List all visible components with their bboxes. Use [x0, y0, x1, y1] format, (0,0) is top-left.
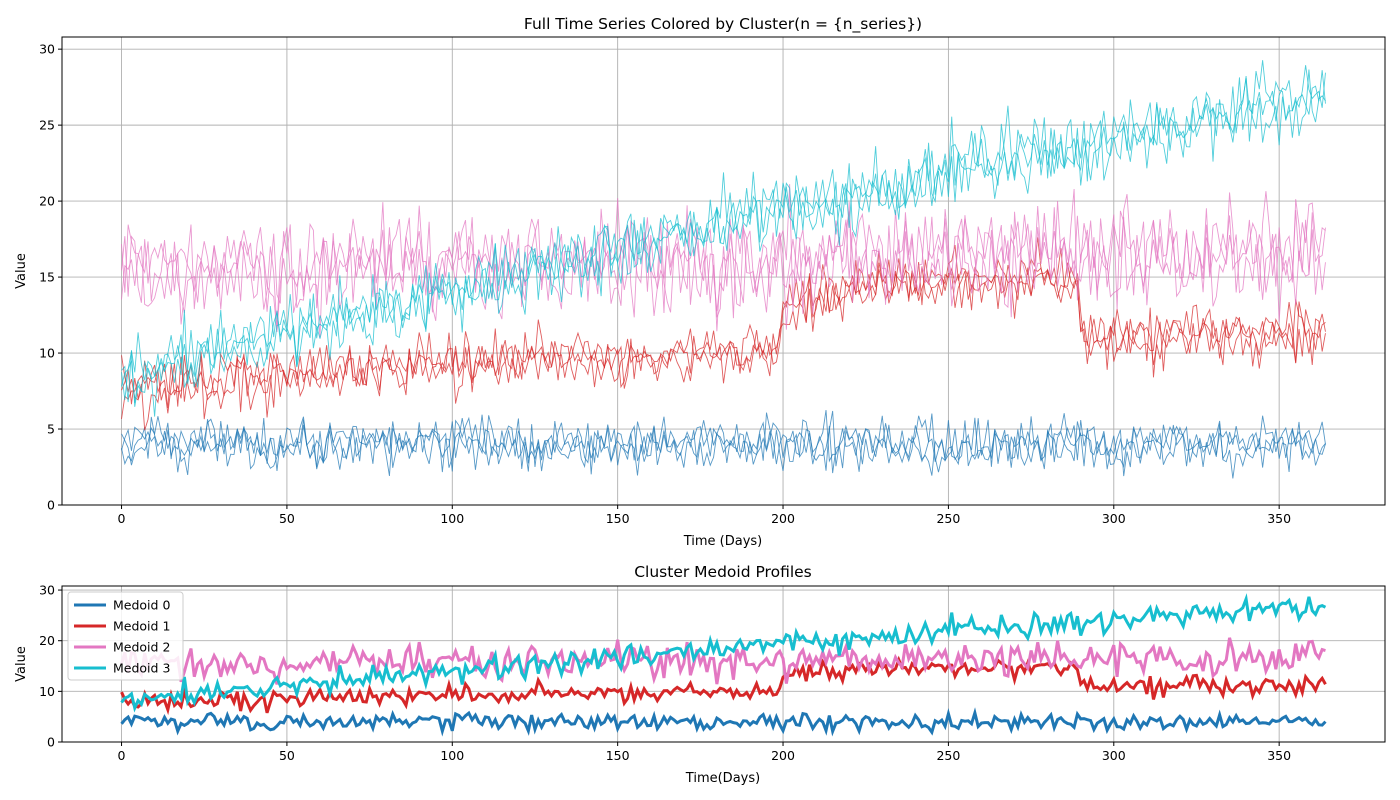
cluster-1-series-2: [121, 251, 1326, 431]
series-lines-top: [121, 60, 1326, 479]
axes-bottom: 0 50 100 150 200 250 300 350 0 10 20 30: [39, 583, 1386, 763]
top-y-tick-label-30: 30: [39, 42, 55, 57]
medoid-3-line: [120, 593, 1327, 713]
bottom-y-tick-label-20: 20: [39, 633, 55, 648]
bottom-x-tick-label-50: 50: [279, 748, 295, 763]
cluster-0-series-2: [121, 410, 1326, 479]
bottom-x-tick-label-150: 150: [606, 748, 630, 763]
bottom-y-tick-label-10: 10: [39, 684, 55, 699]
bottom-x-tick-label-300: 300: [1102, 748, 1126, 763]
top-x-tick-label-350: 350: [1267, 511, 1291, 526]
legend-label-medoid-2: Medoid 2: [113, 640, 170, 655]
cluster-3-series-2: [121, 70, 1326, 403]
bottom-plot-frame: [61, 585, 1386, 743]
medoid-lines: [120, 593, 1327, 737]
top-x-tick-label-300: 300: [1102, 511, 1126, 526]
legend: Medoid 0 Medoid 1 Medoid 2 Medoid 3: [67, 591, 184, 681]
bottom-chart-title: Cluster Medoid Profiles: [634, 563, 812, 581]
bottom-y-tick-label-0: 0: [47, 735, 55, 750]
top-y-tick-label-0: 0: [47, 498, 55, 513]
top-x-tick-label-0: 0: [118, 511, 126, 526]
bottom-y-tick-label-30: 30: [39, 583, 55, 598]
legend-label-medoid-3: Medoid 3: [113, 661, 170, 676]
bottom-x-tick-label-200: 200: [771, 748, 795, 763]
medoid-2-line: [120, 637, 1326, 685]
legend-label-medoid-1: Medoid 1: [113, 619, 170, 634]
top-plot-frame: [61, 36, 1386, 506]
cluster-0-series-0: [121, 416, 1326, 476]
cluster-1-series-1: [121, 237, 1326, 420]
cluster-3-series-1: [121, 60, 1326, 417]
bottom-x-tick-label-350: 350: [1267, 748, 1291, 763]
legend-label-medoid-0: Medoid 0: [113, 598, 170, 613]
medoid-0-line: [120, 707, 1327, 737]
top-y-tick-label-25: 25: [39, 118, 55, 133]
top-x-tick-label-100: 100: [440, 511, 464, 526]
cluster-2-series-1: [121, 207, 1326, 323]
cluster-2-series-2: [121, 184, 1326, 339]
bottom-x-tick-label-250: 250: [936, 748, 960, 763]
top-y-tick-label-10: 10: [39, 346, 55, 361]
top-chart-title: Full Time Series Colored by Cluster(n = …: [524, 15, 922, 34]
top-y-tick-label-15: 15: [39, 270, 55, 285]
top-x-tick-label-50: 50: [279, 511, 295, 526]
bottom-x-tick-label-0: 0: [118, 748, 126, 763]
top-y-tick-label-20: 20: [39, 194, 55, 209]
top-y-axis-label: Value: [14, 253, 29, 289]
top-x-axis-label: Time (Days): [683, 534, 763, 549]
top-y-tick-label-5: 5: [47, 422, 55, 437]
bottom-x-axis-label: Time(Days): [685, 771, 760, 786]
legend-box: [67, 591, 184, 681]
full-series-panel: 0 50 100 150 200 250 300 350 0 5 10 15 20 25 30 Full T…: [14, 15, 1386, 549]
bottom-x-tick-label-100: 100: [440, 748, 464, 763]
cluster-0-series-1: [121, 410, 1326, 477]
axes-top: 0 50 100 150 200 250 300 350 0 5 10 15 20 25 30: [39, 36, 1386, 526]
bottom-y-axis-label: Value: [14, 646, 29, 682]
medoid-1-line: [120, 655, 1327, 716]
top-x-tick-label-150: 150: [606, 511, 630, 526]
top-x-tick-label-200: 200: [771, 511, 795, 526]
top-x-tick-label-250: 250: [936, 511, 960, 526]
medoid-panel: 0 50 100 150 200 250 300 350 0 10 20 30 Cluster Med…: [14, 563, 1386, 786]
